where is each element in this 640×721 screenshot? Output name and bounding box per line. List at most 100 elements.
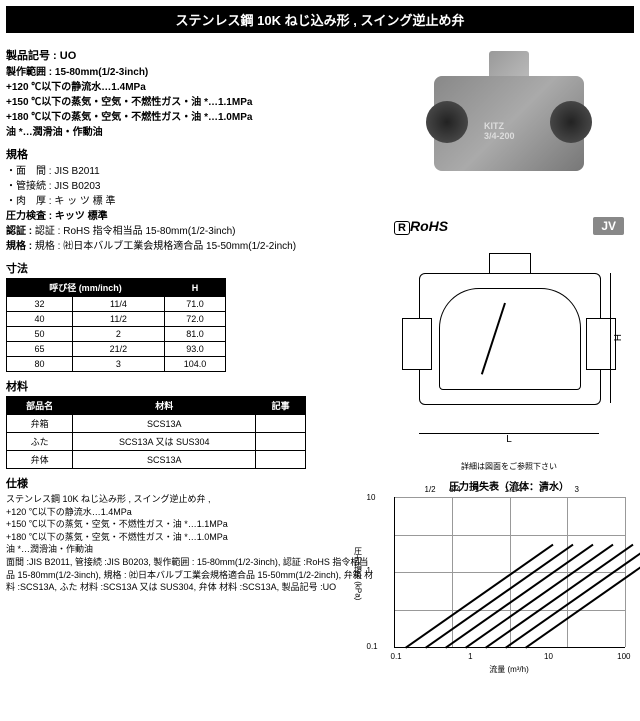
cell: 3 [72,357,164,372]
cell: SCS13A 又は SUS304 [73,433,256,451]
spec-head: 仕様 [6,475,376,491]
size-label: 3/4 [450,485,461,494]
cell: SCS13A [73,415,256,433]
size-label: 1.1/4 [505,485,523,494]
spec-t150: +150 ℃以下の蒸気・空気・不燃性ガス・油 *…1.1MPa [6,95,376,110]
mat-head: 材料 [6,378,376,394]
table-row: 弁箱SCS13A [7,415,306,433]
mat-col2: 材料 [73,397,256,415]
cell: SCS13A [73,451,256,469]
cell: 81.0 [164,327,225,342]
cell: 11/2 [72,312,164,327]
cell: 11/4 [72,297,164,312]
cell: 40 [7,312,73,327]
dim-label-h: H [610,273,622,403]
cell [256,451,306,469]
dim-col1: 呼び径 (mm/inch) [7,279,165,297]
size-label: 1/2 [425,485,436,494]
dim-col2: H [164,279,225,297]
std-cert: 認証 : 認証 : RoHS 指令相当品 15-80mm(1/2-3inch) [6,224,376,239]
mat-col3: 記事 [256,397,306,415]
ylabel: 1 [367,566,371,575]
title-bar: ステンレス鋼 10K ねじ込み形 , スイング逆止め弁 [6,6,634,33]
y-axis-title: 圧力損失 (kPa) [353,547,364,600]
std-reg: 規格 : 規格 : ㈳日本バルブ工業会規格適合品 15-50mm(1/2-2in… [6,239,376,254]
table-row: 4011/272.0 [7,312,226,327]
xlabel: 10 [544,652,553,661]
reg-text: 規格 : ㈳日本バルブ工業会規格適合品 15-50mm(1/2-2inch) [35,241,296,252]
xlabel: 100 [617,652,630,661]
chart-line-icon [445,544,593,648]
spec-oil: 油 *…潤滑油・作動油 [6,125,376,140]
cell: 21/2 [72,342,164,357]
product-code: 製品記号 : UO [6,47,376,63]
table-row: 弁体SCS13A [7,451,306,469]
chart-line-icon [525,544,640,648]
rohs-r-icon: R [394,221,410,235]
valve-brand: KITZ3/4-200 [484,121,515,141]
spec-t180: +180 ℃以下の蒸気・空気・不燃性ガス・油 *…1.0MPa [6,110,376,125]
cell: 弁体 [7,451,73,469]
dimension-table: 呼び径 (mm/inch)H 3211/471.0 4011/272.0 502… [6,278,226,372]
product-photo: KITZ3/4-200 [414,41,604,211]
x-axis-title: 流量 (m³/h) [384,664,634,675]
spec-l5: 油 *…潤滑油・作動油 [6,543,376,556]
rohs-badge: RRoHS [394,218,448,235]
cell [256,415,306,433]
table-row: 50281.0 [7,327,226,342]
spec-l6: 面間 :JIS B2011, 管接続 :JIS B0203, 製作範囲 : 15… [6,556,376,594]
chart-line-icon [405,544,553,648]
cell: 72.0 [164,312,225,327]
std-thick: ・肉 厚 : キ ッ ツ 標 準 [6,194,376,209]
cell: ふた [7,433,73,451]
ylabel: 0.1 [367,642,378,651]
standards-head: 規格 [6,146,376,162]
cell: 2 [72,327,164,342]
cell: 80 [7,357,73,372]
xlabel: 0.1 [391,652,402,661]
rohs-text: RoHS [410,218,448,234]
chart-line-icon [425,544,573,648]
spec-l1: ステンレス鋼 10K ねじ込み形 , スイング逆止め弁 , [6,493,376,506]
table-row: 6521/293.0 [7,342,226,357]
std-pressure: 圧力検査 : キッツ 標準 [6,209,376,224]
size-label: 2 [540,485,544,494]
diag-port-left-icon [402,318,432,370]
valve-port-right-icon [550,101,592,143]
badges: RRoHS JV [384,217,634,235]
spec-range: 製作範囲 : 15-80mm(1/2-3inch) [6,65,376,80]
cell [256,433,306,451]
cell: 32 [7,297,73,312]
diag-inner-icon [439,288,581,390]
cert-text: 認証 : RoHS 指令相当品 15-80mm(1/2-3inch) [35,226,236,237]
std-face: ・面 間 : JIS B2011 [6,164,376,179]
mat-col1: 部品名 [7,397,73,415]
right-column: KITZ3/4-200 RRoHS JV L H 詳細は図面をご参照下さい 圧力… [384,41,634,675]
spec-t120: +120 ℃以下の静流水…1.4MPa [6,80,376,95]
xlabel: 1 [468,652,472,661]
cell: 65 [7,342,73,357]
spec-l3: +150 ℃以下の蒸気・空気・不燃性ガス・油 *…1.1MPa [6,518,376,531]
jv-badge: JV [593,217,624,235]
table-row: ふたSCS13A 又は SUS304 [7,433,306,451]
cross-section-diagram: L H [394,243,624,453]
spec-body: ステンレス鋼 10K ねじ込み形 , スイング逆止め弁 , +120 ℃以下の静… [6,493,376,594]
chart-line-icon [465,544,613,648]
valve-port-left-icon [426,101,468,143]
table-row: 3211/471.0 [7,297,226,312]
diagram-note: 詳細は図面をご参照下さい [384,461,634,472]
chart-line-icon [485,544,633,648]
size-label: 1 [475,485,479,494]
cell: 弁箱 [7,415,73,433]
cell: 104.0 [164,357,225,372]
valve-size: 3/4-200 [484,131,515,141]
table-row: 803104.0 [7,357,226,372]
cell: 50 [7,327,73,342]
cell: 93.0 [164,342,225,357]
dim-head: 寸法 [6,260,376,276]
std-pipe: ・管接続 : JIS B0203 [6,179,376,194]
cell: 71.0 [164,297,225,312]
size-label: 3 [575,485,579,494]
material-table: 部品名材料記事 弁箱SCS13A ふたSCS13A 又は SUS304 弁体SC… [6,396,306,469]
spec-l4: +180 ℃以下の蒸気・空気・不燃性ガス・油 *…1.0MPa [6,531,376,544]
